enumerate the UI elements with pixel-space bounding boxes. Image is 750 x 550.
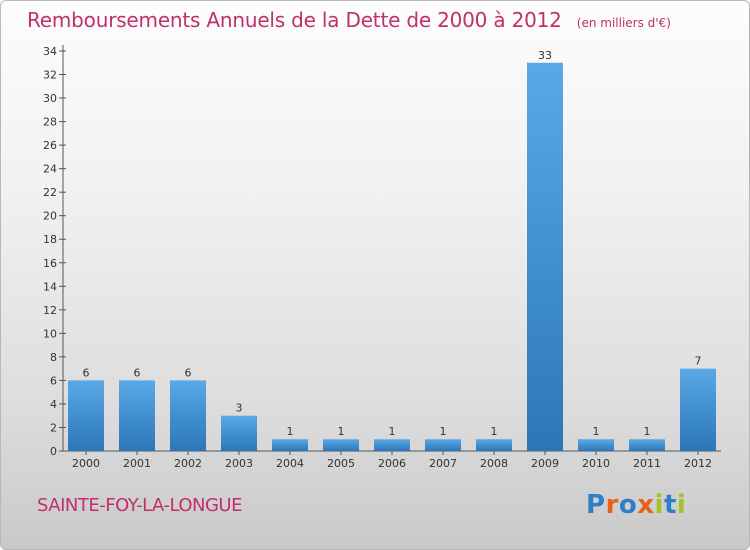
chart-title-row: Remboursements Annuels de la Dette de 20… <box>27 8 671 32</box>
bar-2000 <box>68 380 104 451</box>
logo-letter: o <box>618 490 638 520</box>
logo-letter: t <box>663 490 677 520</box>
y-tick-label: 22 <box>43 186 57 199</box>
y-tick-label: 34 <box>43 45 57 58</box>
x-tick-label: 2002 <box>174 457 202 470</box>
y-tick-label: 6 <box>50 374 57 387</box>
bar-2007 <box>425 439 461 451</box>
y-tick-label: 32 <box>43 69 57 82</box>
y-tick-label: 14 <box>43 280 57 293</box>
bar-2008 <box>476 439 512 451</box>
y-tick-label: 0 <box>50 445 57 458</box>
logo-letter: r <box>605 490 619 520</box>
bar-2006 <box>374 439 410 451</box>
bar-value-label: 6 <box>134 366 141 379</box>
proxiti-logo: Proxiti <box>586 490 686 520</box>
y-tick-label: 16 <box>43 257 57 270</box>
y-tick-label: 26 <box>43 139 57 152</box>
logo-letter: i <box>654 490 664 520</box>
bar-value-label: 1 <box>338 425 345 438</box>
chart-bars <box>68 62 716 451</box>
bar-value-label: 1 <box>389 425 396 438</box>
bar-value-label: 6 <box>185 366 192 379</box>
bar-value-label: 1 <box>491 425 498 438</box>
chart-data-labels: 6 6 6 3 1 1 1 1 1 33 1 1 7 <box>83 49 702 438</box>
x-tick-label: 2001 <box>123 457 151 470</box>
y-tick-label: 12 <box>43 304 57 317</box>
y-tick-label: 8 <box>50 351 57 364</box>
x-tick-label: 2006 <box>378 457 406 470</box>
chart-title: Remboursements Annuels de la Dette de 20… <box>27 8 562 32</box>
bar-2002 <box>170 380 206 451</box>
logo-letter: x <box>637 490 655 520</box>
x-tick-label: 2009 <box>531 457 559 470</box>
bar-value-label: 1 <box>440 425 447 438</box>
y-tick-label: 20 <box>43 210 57 223</box>
y-tick-label: 4 <box>50 398 57 411</box>
commune-name: SAINTE-FOY-LA-LONGUE <box>37 495 242 516</box>
bar-value-label: 3 <box>236 402 243 415</box>
bar-2005 <box>323 439 359 451</box>
bar-value-label: 33 <box>538 49 552 62</box>
bar-value-label: 6 <box>83 366 90 379</box>
y-tick-label: 24 <box>43 163 57 176</box>
bar-2012 <box>680 368 716 451</box>
x-tick-label: 2005 <box>327 457 355 470</box>
x-tick-label: 2008 <box>480 457 508 470</box>
bar-2010 <box>578 439 614 451</box>
y-tick-label: 10 <box>43 327 57 340</box>
x-tick-label: 2010 <box>582 457 610 470</box>
bar-2003 <box>221 415 257 451</box>
bar-2009 <box>527 62 563 451</box>
bar-2011 <box>629 439 665 451</box>
bar-value-label: 1 <box>593 425 600 438</box>
bar-value-label: 1 <box>287 425 294 438</box>
bar-value-label: 1 <box>644 425 651 438</box>
x-tick-label: 2011 <box>633 457 661 470</box>
x-tick-label: 2004 <box>276 457 304 470</box>
x-tick-label: 2012 <box>684 457 712 470</box>
x-tick-label: 2000 <box>72 457 100 470</box>
y-tick-label: 18 <box>43 233 57 246</box>
x-tick-label: 2003 <box>225 457 253 470</box>
bar-value-label: 7 <box>695 355 702 368</box>
y-tick-label: 2 <box>50 421 57 434</box>
chart-unit: (en milliers d'€) <box>576 16 671 30</box>
bar-2001 <box>119 380 155 451</box>
y-tick-label: 30 <box>43 92 57 105</box>
logo-letter: P <box>586 490 606 520</box>
logo-letter: i <box>676 490 687 520</box>
x-tick-label: 2007 <box>429 457 457 470</box>
bar-2004 <box>272 439 308 451</box>
y-tick-label: 28 <box>43 116 57 129</box>
